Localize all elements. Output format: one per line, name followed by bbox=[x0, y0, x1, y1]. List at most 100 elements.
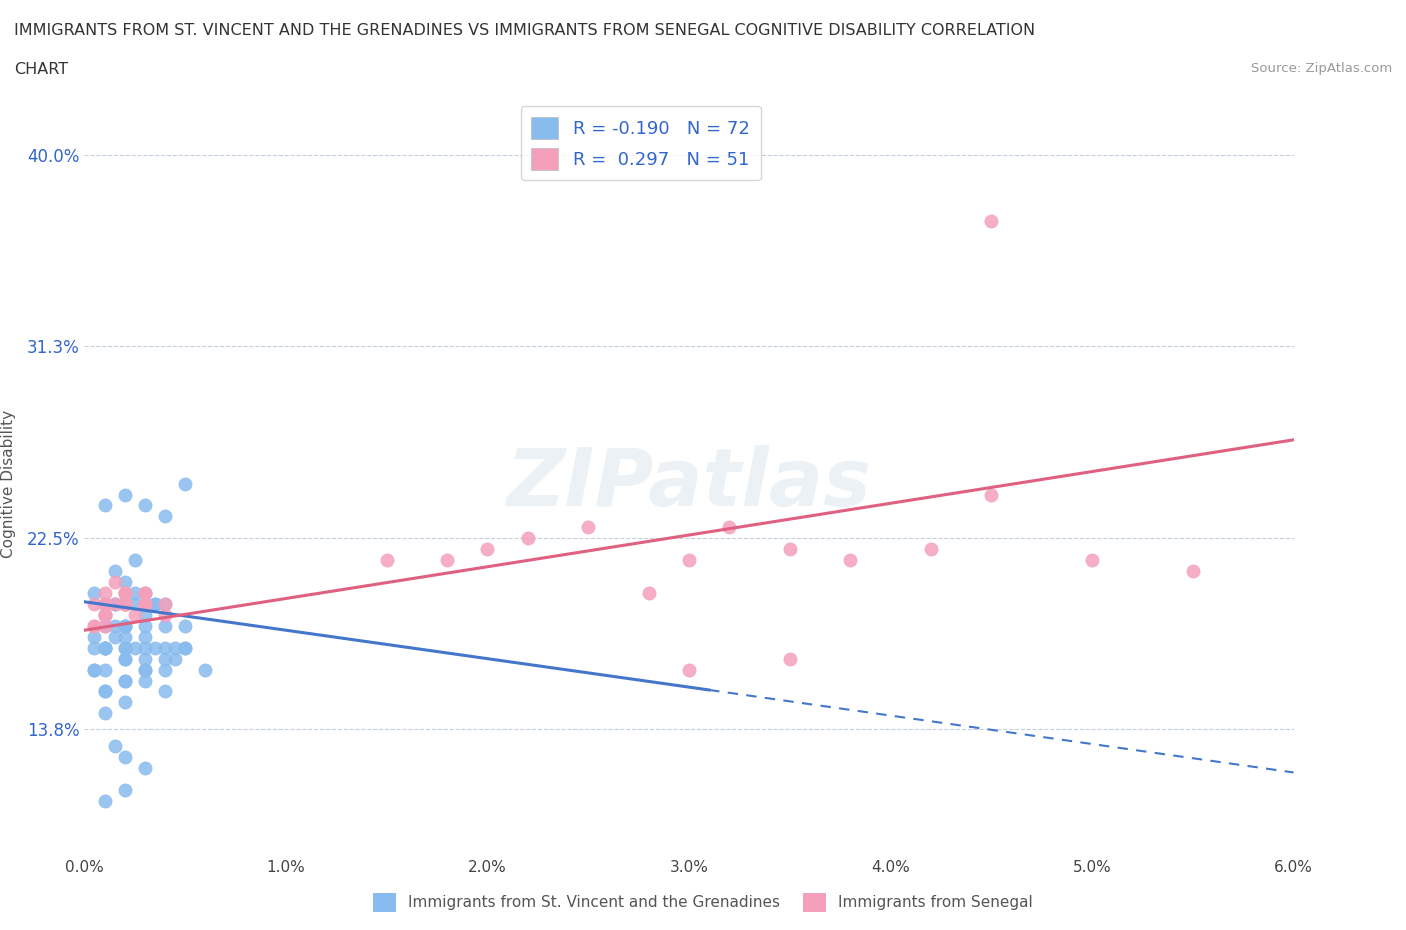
Point bbox=[114, 596, 136, 611]
Point bbox=[920, 542, 942, 557]
Point bbox=[93, 596, 115, 611]
Point bbox=[134, 596, 156, 611]
Point bbox=[114, 586, 136, 601]
Point bbox=[114, 618, 136, 633]
Point bbox=[134, 662, 156, 677]
Point bbox=[104, 618, 127, 633]
Point bbox=[980, 214, 1002, 229]
Point bbox=[93, 607, 115, 622]
Point bbox=[134, 673, 156, 688]
Point bbox=[124, 640, 146, 655]
Point bbox=[174, 476, 197, 491]
Point bbox=[93, 596, 115, 611]
Y-axis label: Cognitive Disability: Cognitive Disability bbox=[0, 409, 15, 558]
Point bbox=[134, 651, 156, 666]
Point bbox=[134, 596, 156, 611]
Point bbox=[174, 618, 197, 633]
Point bbox=[124, 596, 146, 611]
Point bbox=[93, 618, 115, 633]
Point bbox=[104, 575, 127, 590]
Point bbox=[93, 596, 115, 611]
Point bbox=[134, 607, 156, 622]
Point bbox=[114, 618, 136, 633]
Point bbox=[114, 618, 136, 633]
Point bbox=[114, 586, 136, 601]
Point bbox=[134, 761, 156, 776]
Point bbox=[124, 586, 146, 601]
Point bbox=[779, 542, 801, 557]
Point bbox=[114, 630, 136, 644]
Point bbox=[114, 487, 136, 502]
Point bbox=[104, 738, 127, 753]
Point bbox=[134, 596, 156, 611]
Point bbox=[93, 640, 115, 655]
Point bbox=[134, 618, 156, 633]
Point bbox=[174, 640, 197, 655]
Point bbox=[83, 630, 105, 644]
Point bbox=[114, 640, 136, 655]
Point bbox=[153, 596, 176, 611]
Point bbox=[93, 596, 115, 611]
Point bbox=[143, 596, 166, 611]
Point bbox=[375, 552, 398, 567]
Point bbox=[93, 793, 115, 808]
Point bbox=[83, 618, 105, 633]
Point bbox=[134, 640, 156, 655]
Point bbox=[93, 607, 115, 622]
Point bbox=[104, 596, 127, 611]
Point bbox=[165, 640, 187, 655]
Point bbox=[104, 630, 127, 644]
Point bbox=[134, 596, 156, 611]
Point bbox=[114, 586, 136, 601]
Point bbox=[104, 596, 127, 611]
Point bbox=[576, 520, 599, 535]
Point bbox=[114, 782, 136, 797]
Point bbox=[153, 684, 176, 699]
Point bbox=[124, 552, 146, 567]
Point bbox=[83, 596, 105, 611]
Point bbox=[93, 662, 115, 677]
Point bbox=[134, 586, 156, 601]
Point bbox=[153, 607, 176, 622]
Text: Source: ZipAtlas.com: Source: ZipAtlas.com bbox=[1251, 62, 1392, 75]
Point bbox=[134, 586, 156, 601]
Text: IMMIGRANTS FROM ST. VINCENT AND THE GRENADINES VS IMMIGRANTS FROM SENEGAL COGNIT: IMMIGRANTS FROM ST. VINCENT AND THE GREN… bbox=[14, 23, 1035, 38]
Point bbox=[153, 618, 176, 633]
Point bbox=[83, 662, 105, 677]
Point bbox=[93, 684, 115, 699]
Point bbox=[83, 640, 105, 655]
Point bbox=[153, 596, 176, 611]
Point bbox=[153, 640, 176, 655]
Point bbox=[93, 640, 115, 655]
Point bbox=[93, 498, 115, 513]
Point bbox=[114, 575, 136, 590]
Point bbox=[516, 531, 538, 546]
Point bbox=[114, 673, 136, 688]
Point bbox=[779, 651, 801, 666]
Point bbox=[104, 596, 127, 611]
Point bbox=[718, 520, 741, 535]
Point bbox=[93, 684, 115, 699]
Point bbox=[83, 586, 105, 601]
Point bbox=[93, 618, 115, 633]
Point bbox=[114, 586, 136, 601]
Point bbox=[134, 630, 156, 644]
Point bbox=[114, 750, 136, 764]
Point bbox=[436, 552, 458, 567]
Point bbox=[165, 651, 187, 666]
Point bbox=[114, 651, 136, 666]
Point bbox=[134, 498, 156, 513]
Point bbox=[114, 640, 136, 655]
Point bbox=[194, 662, 217, 677]
Point bbox=[134, 586, 156, 601]
Point bbox=[114, 596, 136, 611]
Point bbox=[93, 607, 115, 622]
Text: ZIPatlas: ZIPatlas bbox=[506, 445, 872, 523]
Point bbox=[114, 695, 136, 710]
Point bbox=[153, 662, 176, 677]
Point bbox=[637, 586, 659, 601]
Point bbox=[104, 564, 127, 578]
Point bbox=[93, 586, 115, 601]
Point bbox=[143, 640, 166, 655]
Point bbox=[153, 509, 176, 524]
